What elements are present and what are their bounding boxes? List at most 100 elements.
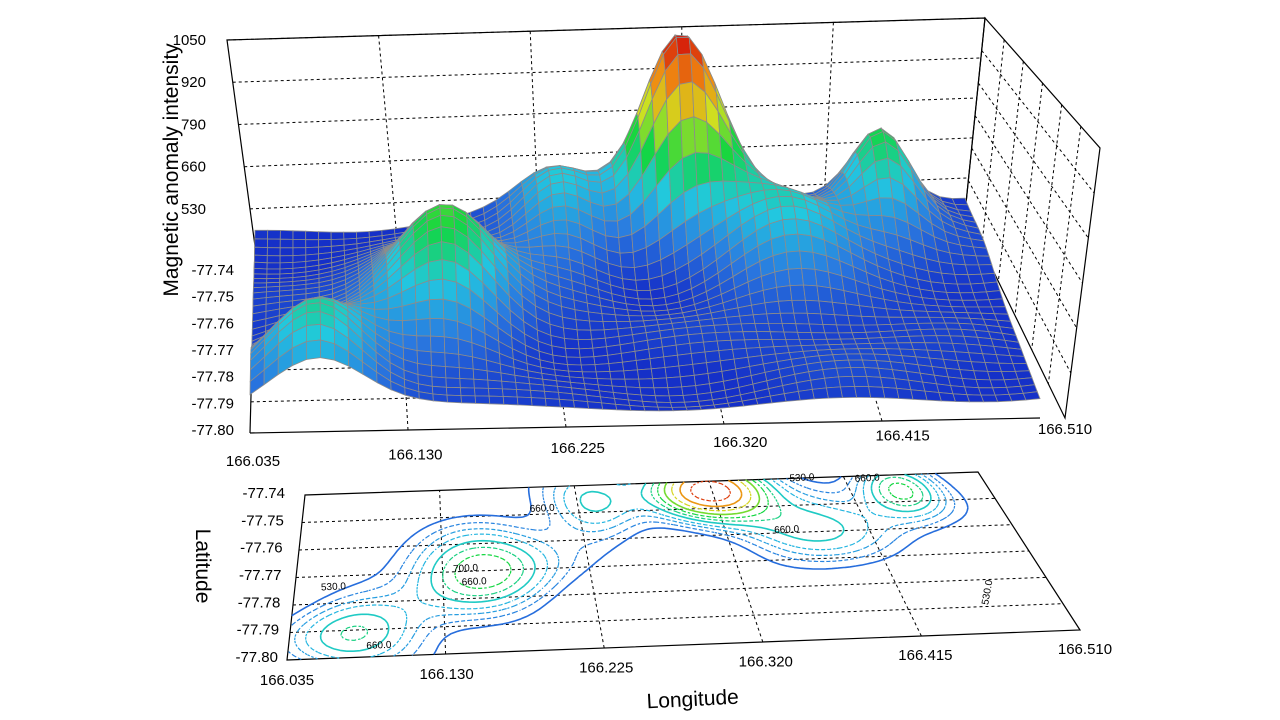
surface-cell bbox=[845, 353, 863, 361]
surface-cell bbox=[824, 376, 841, 389]
surface-cell bbox=[843, 348, 861, 355]
surface-cell bbox=[305, 339, 321, 360]
surface-cell bbox=[253, 254, 268, 264]
y-axis-title: Latitude bbox=[191, 529, 214, 604]
surface-cell bbox=[266, 268, 281, 275]
surface-cell bbox=[590, 329, 606, 340]
surface-cell bbox=[650, 367, 667, 380]
surface-cell bbox=[855, 343, 873, 350]
y-tick-label: -77.80 bbox=[191, 422, 234, 439]
surface-cell bbox=[402, 319, 418, 337]
x-gridline-floor bbox=[396, 239, 409, 431]
y-tick-label: -77.77 bbox=[191, 342, 234, 359]
surface-cell bbox=[703, 340, 720, 353]
surface-cell bbox=[653, 387, 670, 397]
surface-cell bbox=[785, 338, 802, 347]
surface-cell bbox=[516, 396, 533, 407]
surface-cell bbox=[740, 323, 758, 333]
contour-lines bbox=[287, 472, 969, 661]
surface-cell bbox=[739, 314, 756, 325]
y-tick-label: -77.78 bbox=[191, 369, 234, 386]
surface-cell bbox=[780, 205, 797, 221]
surface-cell bbox=[640, 310, 657, 317]
surface-cell bbox=[563, 327, 579, 341]
surface-cell bbox=[576, 329, 593, 341]
surface-cell bbox=[638, 378, 655, 389]
surface-cell bbox=[689, 341, 706, 354]
surface-cell bbox=[415, 318, 431, 337]
surface-cell bbox=[580, 364, 597, 373]
surface-cell bbox=[593, 354, 610, 366]
surface-cell bbox=[881, 336, 899, 344]
surface-cell bbox=[266, 262, 281, 270]
surface-cell bbox=[254, 238, 269, 249]
surface-cell bbox=[442, 298, 458, 322]
surface-cell bbox=[667, 386, 684, 397]
surface-cell bbox=[838, 375, 856, 388]
surface-cell bbox=[416, 350, 432, 366]
surface-cell bbox=[975, 255, 993, 266]
surface-cell bbox=[488, 395, 505, 405]
surface-cell bbox=[901, 316, 919, 325]
surface-cell bbox=[292, 230, 307, 241]
z-gridline bbox=[226, 17, 986, 41]
surface-cell bbox=[725, 315, 742, 325]
surface-cell bbox=[876, 324, 894, 333]
surface-cell bbox=[699, 404, 717, 411]
surface-cell bbox=[553, 219, 569, 235]
surface-cell bbox=[795, 323, 812, 334]
surface-cell bbox=[781, 322, 798, 333]
surface-cell bbox=[305, 230, 319, 241]
surface-cell bbox=[544, 397, 561, 408]
surface-cell bbox=[715, 331, 732, 342]
contour-x-tick-label: 166.035 bbox=[260, 672, 314, 689]
surface-cell bbox=[639, 304, 655, 312]
surface-cell bbox=[832, 353, 850, 362]
z-tick-label: 1050 bbox=[173, 32, 206, 49]
surface-cell bbox=[866, 376, 884, 388]
surface-cell bbox=[266, 255, 281, 264]
contour-level-labels: 530.0660.0660.0660.0660.0700.0660.0530.0… bbox=[321, 472, 996, 652]
surface-cell bbox=[853, 337, 871, 345]
surface-cell bbox=[279, 247, 294, 257]
surface-cell bbox=[633, 264, 650, 281]
surface-cell bbox=[515, 381, 531, 391]
surface-cell bbox=[671, 406, 688, 412]
surface-cell bbox=[305, 302, 321, 314]
surface-cell bbox=[472, 368, 489, 381]
surface-cell bbox=[330, 231, 345, 240]
surface-cell bbox=[863, 367, 882, 378]
surface-cell bbox=[978, 264, 996, 275]
contour-x-tick-label: 166.225 bbox=[579, 660, 633, 677]
surface-cell bbox=[622, 360, 638, 372]
surface-cell bbox=[808, 323, 826, 334]
surface-cell bbox=[609, 370, 626, 380]
contour-y-gridline bbox=[295, 550, 1030, 578]
surface-cell bbox=[318, 239, 332, 248]
contour-line bbox=[663, 479, 761, 516]
surface-cell bbox=[441, 241, 457, 263]
z-tick-label: 920 bbox=[181, 74, 206, 91]
surface-cell bbox=[666, 376, 683, 389]
surface-cell bbox=[791, 299, 808, 314]
surface-cell bbox=[585, 170, 601, 176]
surface-cell bbox=[387, 305, 403, 322]
surface-cell bbox=[801, 267, 818, 287]
surface-cell bbox=[682, 393, 699, 403]
surface-cell bbox=[951, 197, 969, 206]
surface-cell bbox=[910, 342, 928, 351]
surface-cell bbox=[701, 332, 718, 343]
surface-cell bbox=[824, 332, 842, 340]
surface-cell bbox=[789, 284, 806, 301]
surface-cell bbox=[826, 386, 843, 399]
surface-cell bbox=[558, 398, 575, 409]
surface-cell bbox=[305, 239, 319, 249]
surface-cell bbox=[991, 306, 1009, 315]
surface-cell bbox=[279, 262, 294, 270]
surface-cell bbox=[564, 338, 580, 350]
y-tick-label: -77.79 bbox=[191, 395, 234, 412]
surface-cell bbox=[769, 331, 787, 340]
surface-cell bbox=[751, 302, 768, 316]
z-tick-label: 660 bbox=[181, 159, 206, 176]
